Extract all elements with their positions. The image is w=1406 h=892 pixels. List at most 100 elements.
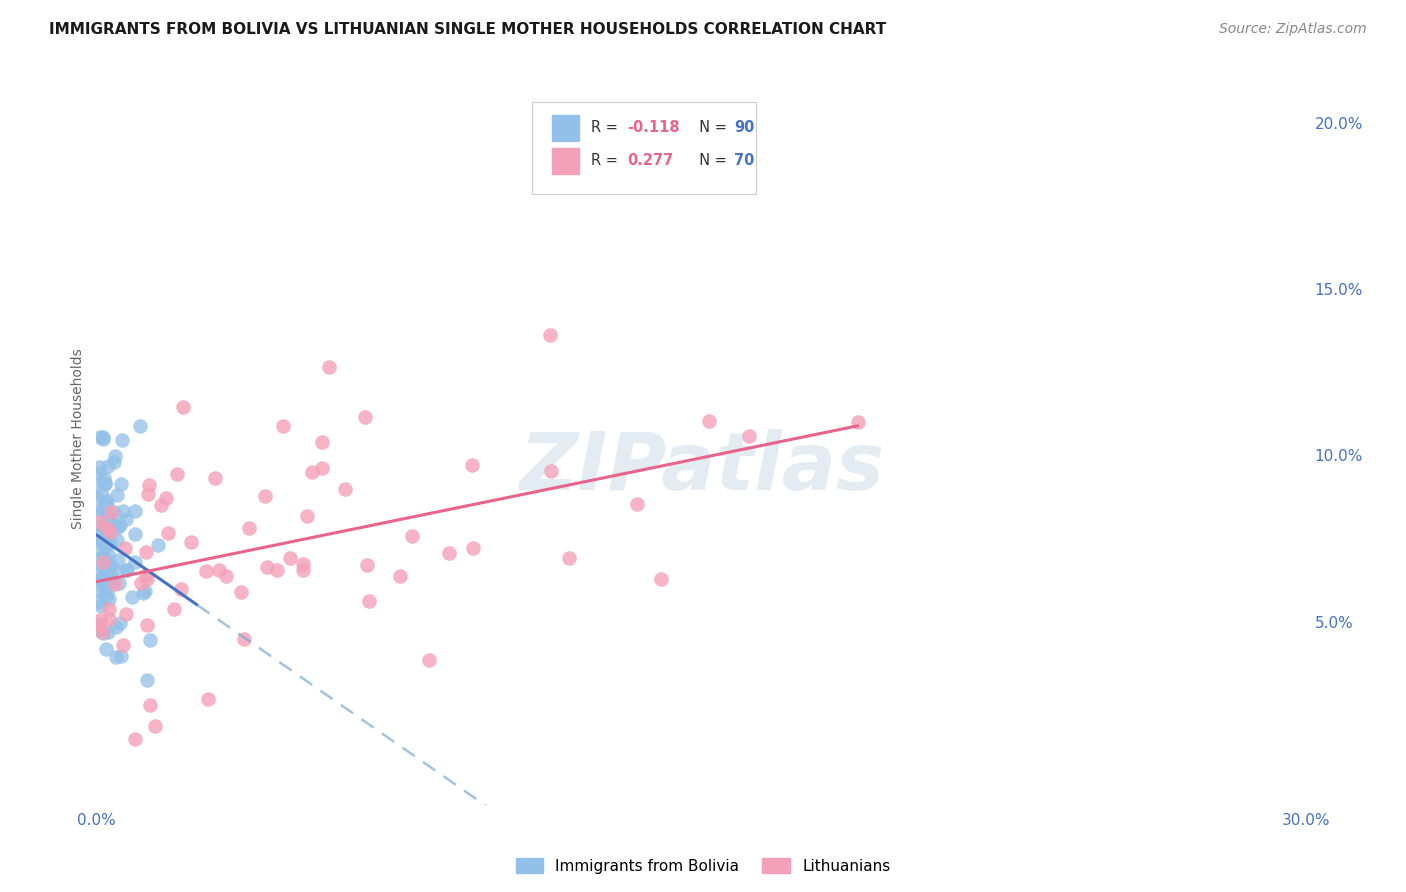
Point [107, 575, 129, 590]
Point [96, 642, 118, 657]
Point [138, 478, 160, 492]
Point [86, 542, 108, 557]
Point [103, 455, 125, 469]
Point [135, 568, 157, 582]
Point [208, 563, 231, 577]
Point [97, 531, 120, 545]
Point [124, 555, 146, 569]
Point [93, 551, 115, 566]
Point [143, 718, 166, 732]
Point [96, 563, 118, 577]
Point [86, 566, 108, 580]
Point [335, 482, 357, 496]
Point [98, 602, 121, 616]
Point [124, 731, 146, 746]
Point [91, 488, 114, 502]
Point [98, 536, 121, 550]
Point [98, 515, 121, 529]
Point [96, 498, 118, 512]
Point [97, 558, 120, 572]
Point [738, 429, 761, 443]
Point [89, 572, 111, 586]
Point [89, 459, 111, 474]
Point [301, 466, 323, 480]
Point [94, 566, 117, 580]
Point [97, 612, 120, 626]
Point [93, 430, 115, 444]
Text: 70: 70 [734, 153, 754, 169]
Point [87, 595, 110, 609]
Point [97, 625, 120, 640]
Point [94, 574, 117, 588]
Point [87, 623, 110, 637]
Point [135, 545, 157, 559]
Point [124, 527, 146, 541]
Point [90, 599, 112, 613]
Point [359, 594, 381, 608]
Text: N =: N = [690, 153, 733, 169]
Point [132, 585, 155, 599]
Point [104, 449, 127, 463]
Point [155, 491, 177, 506]
Point [111, 504, 134, 518]
Bar [553, 115, 579, 141]
Point [136, 572, 159, 586]
Point [233, 632, 256, 646]
Point [136, 617, 159, 632]
Point [204, 471, 226, 485]
Point [110, 518, 132, 533]
Point [105, 533, 128, 548]
Text: 0.277: 0.277 [627, 153, 673, 169]
Point [91, 432, 114, 446]
Y-axis label: Single Mother Households: Single Mother Households [72, 349, 86, 529]
Text: N =: N = [690, 120, 733, 136]
Point [96, 521, 118, 535]
Point [311, 460, 333, 475]
Point [108, 615, 131, 630]
Point [89, 502, 111, 516]
Point [105, 488, 128, 502]
Point [90, 550, 112, 565]
Point [136, 486, 159, 500]
Point [354, 409, 377, 424]
Point [94, 477, 117, 491]
Point [96, 526, 118, 541]
Point [418, 653, 440, 667]
Point [112, 638, 135, 652]
Point [110, 648, 132, 663]
Point [90, 583, 112, 598]
Point [89, 619, 111, 633]
Point [87, 467, 110, 481]
Point [318, 359, 340, 374]
Point [110, 477, 132, 491]
Point [166, 467, 188, 482]
Point [101, 575, 124, 590]
Point [94, 591, 117, 605]
Point [89, 430, 111, 444]
Point [156, 525, 179, 540]
Point [538, 327, 561, 342]
Point [149, 498, 172, 512]
Point [97, 591, 120, 606]
Text: -0.118: -0.118 [627, 120, 681, 136]
Point [89, 613, 111, 627]
Point [121, 591, 143, 605]
Point [540, 464, 562, 478]
Point [626, 497, 648, 511]
Point [389, 569, 412, 583]
Point [214, 569, 236, 583]
Point [146, 538, 169, 552]
Point [89, 515, 111, 529]
Point [91, 555, 114, 569]
Point [439, 546, 461, 560]
Point [96, 458, 118, 473]
Point [271, 419, 294, 434]
Point [93, 584, 115, 599]
Text: R =: R = [591, 120, 623, 136]
Point [295, 509, 318, 524]
Point [103, 562, 125, 576]
Text: 90: 90 [734, 120, 754, 136]
Point [115, 563, 138, 577]
Point [124, 504, 146, 518]
Point [86, 491, 108, 505]
